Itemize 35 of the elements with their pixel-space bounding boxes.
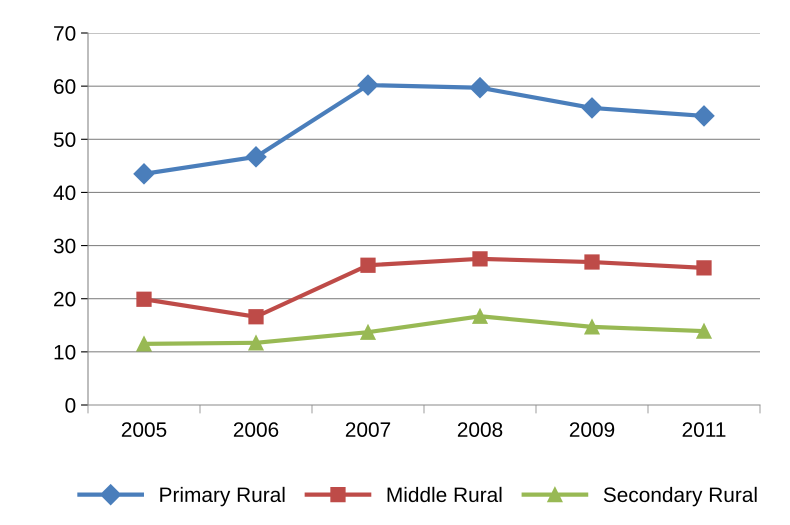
point <box>245 146 267 168</box>
x-tick-label: 2008 <box>458 422 502 437</box>
point <box>360 324 376 340</box>
point <box>469 77 491 98</box>
y-tick-label: 20 <box>54 292 76 306</box>
legend-label: Primary Rural <box>160 486 285 506</box>
x-tick-label: 2011 <box>682 422 726 437</box>
point <box>136 336 152 352</box>
point <box>696 323 712 339</box>
legend-label: Secondary Rural <box>604 486 757 506</box>
x-tick-label: 2009 <box>570 422 614 437</box>
point <box>472 251 488 266</box>
y-tick-label: 10 <box>54 344 76 360</box>
x-tick-label: 2006 <box>234 422 278 437</box>
point <box>133 163 155 184</box>
point <box>693 105 715 126</box>
point <box>584 254 600 270</box>
point <box>248 309 264 324</box>
x-tick-label: 2007 <box>346 422 390 437</box>
point <box>360 258 376 273</box>
y-tick-label: 40 <box>54 185 76 200</box>
point <box>584 319 600 335</box>
y-tick-label: 30 <box>54 238 76 254</box>
point <box>248 335 264 350</box>
y-tick-label: 70 <box>54 26 76 41</box>
point <box>696 260 712 276</box>
x-tick-label: 2005 <box>122 422 166 437</box>
point <box>136 292 152 307</box>
y-tick-label: 50 <box>54 132 76 148</box>
y-tick-label: 60 <box>54 79 76 94</box>
point <box>357 74 379 96</box>
point <box>472 308 488 324</box>
point <box>581 97 603 118</box>
y-tick-label: 0 <box>65 398 76 413</box>
legend-label: Middle Rural <box>388 486 502 502</box>
